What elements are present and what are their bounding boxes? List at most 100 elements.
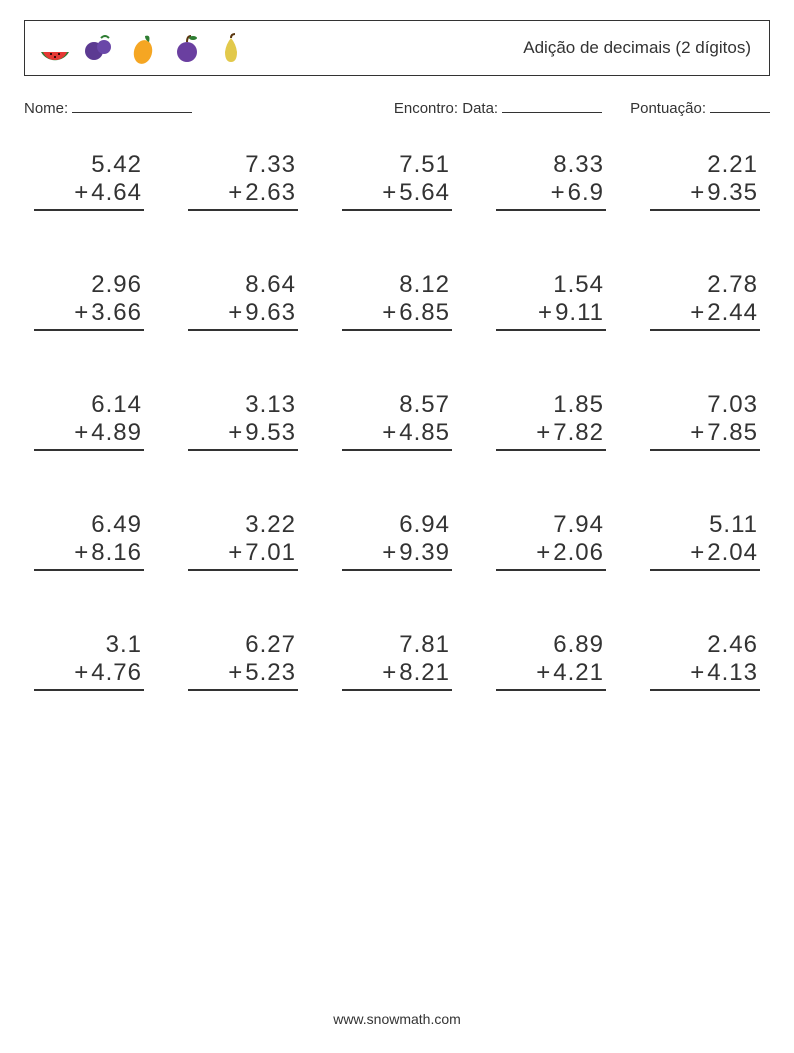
addend-bottom: +4.21 xyxy=(496,659,606,691)
pear-icon xyxy=(213,30,249,66)
addend-top: 7.51 xyxy=(399,151,452,179)
mango-icon xyxy=(125,30,161,66)
operator: + xyxy=(690,659,707,686)
operator: + xyxy=(690,179,707,206)
operator: + xyxy=(74,179,91,206)
problem-23: 7.81+8.21 xyxy=(342,631,452,691)
problem-25: 2.46+4.13 xyxy=(650,631,760,691)
addend-top: 3.22 xyxy=(245,511,298,539)
problem-16: 6.49+8.16 xyxy=(34,511,144,571)
addend-bottom: +2.06 xyxy=(496,539,606,571)
addend-bottom: +7.82 xyxy=(496,419,606,451)
operator: + xyxy=(382,299,399,326)
fruit-row xyxy=(37,30,249,66)
addend-top: 6.27 xyxy=(245,631,298,659)
addend-top: 6.89 xyxy=(553,631,606,659)
operator: + xyxy=(228,659,245,686)
operator: + xyxy=(536,419,553,446)
problem-15: 7.03+7.85 xyxy=(650,391,760,451)
problem-11: 6.14+4.89 xyxy=(34,391,144,451)
operator: + xyxy=(74,299,91,326)
addend-top: 2.46 xyxy=(707,631,760,659)
operator: + xyxy=(228,299,245,326)
operator: + xyxy=(382,659,399,686)
problem-24: 6.89+4.21 xyxy=(496,631,606,691)
addend-top: 7.94 xyxy=(553,511,606,539)
addend-bottom: +9.53 xyxy=(188,419,298,451)
addend-bottom: +4.89 xyxy=(34,419,144,451)
addend-top: 8.64 xyxy=(245,271,298,299)
addend-top: 1.54 xyxy=(553,271,606,299)
problem-2: 7.33+2.63 xyxy=(188,151,298,211)
problem-3: 7.51+5.64 xyxy=(342,151,452,211)
operator: + xyxy=(228,539,245,566)
problem-20: 5.11+2.04 xyxy=(650,511,760,571)
blueberries-icon xyxy=(81,30,117,66)
addend-bottom: +7.01 xyxy=(188,539,298,571)
operator: + xyxy=(74,419,91,446)
encounter-blank[interactable] xyxy=(502,98,602,113)
operator: + xyxy=(382,539,399,566)
addend-top: 8.33 xyxy=(553,151,606,179)
operator: + xyxy=(690,419,707,446)
addend-bottom: +9.63 xyxy=(188,299,298,331)
addend-bottom: +8.21 xyxy=(342,659,452,691)
addend-bottom: +4.76 xyxy=(34,659,144,691)
name-blank[interactable] xyxy=(72,98,192,113)
operator: + xyxy=(74,659,91,686)
operator: + xyxy=(228,419,245,446)
meta-row: Nome: Encontro: Data: Pontuação: xyxy=(24,98,770,117)
addend-top: 5.11 xyxy=(709,511,760,539)
addend-top: 2.21 xyxy=(707,151,760,179)
addend-top: 7.33 xyxy=(245,151,298,179)
header-box: Adição de decimais (2 dígitos) xyxy=(24,20,770,76)
addend-top: 8.12 xyxy=(399,271,452,299)
addend-top: 2.96 xyxy=(91,271,144,299)
operator: + xyxy=(538,299,555,326)
addend-top: 8.57 xyxy=(399,391,452,419)
problem-22: 6.27+5.23 xyxy=(188,631,298,691)
addend-bottom: +5.64 xyxy=(342,179,452,211)
addend-bottom: +8.16 xyxy=(34,539,144,571)
addend-top: 5.42 xyxy=(91,151,144,179)
addend-bottom: +9.39 xyxy=(342,539,452,571)
addend-bottom: +5.23 xyxy=(188,659,298,691)
operator: + xyxy=(228,179,245,206)
operator: + xyxy=(382,179,399,206)
addend-bottom: +9.11 xyxy=(496,299,606,331)
problem-7: 8.64+9.63 xyxy=(188,271,298,331)
addend-bottom: +6.85 xyxy=(342,299,452,331)
addend-bottom: +9.35 xyxy=(650,179,760,211)
problem-12: 3.13+9.53 xyxy=(188,391,298,451)
problem-1: 5.42+4.64 xyxy=(34,151,144,211)
watermelon-icon xyxy=(37,30,73,66)
addend-top: 7.81 xyxy=(399,631,452,659)
operator: + xyxy=(690,299,707,326)
problem-8: 8.12+6.85 xyxy=(342,271,452,331)
addend-top: 3.13 xyxy=(245,391,298,419)
addend-bottom: +4.64 xyxy=(34,179,144,211)
score-blank[interactable] xyxy=(710,98,770,113)
problems-grid: 5.42+4.647.33+2.637.51+5.648.33+6.92.21+… xyxy=(24,151,770,691)
addend-top: 6.49 xyxy=(91,511,144,539)
problem-4: 8.33+6.9 xyxy=(496,151,606,211)
name-label: Nome: xyxy=(24,100,68,117)
problem-18: 6.94+9.39 xyxy=(342,511,452,571)
score-label: Pontuação: xyxy=(630,100,706,117)
addend-bottom: +2.04 xyxy=(650,539,760,571)
addend-top: 2.78 xyxy=(707,271,760,299)
addend-top: 3.1 xyxy=(106,631,144,659)
operator: + xyxy=(74,539,91,566)
worksheet-title: Adição de decimais (2 dígitos) xyxy=(523,38,757,58)
addend-top: 6.14 xyxy=(91,391,144,419)
problem-19: 7.94+2.06 xyxy=(496,511,606,571)
name-field: Nome: xyxy=(24,98,192,117)
addend-bottom: +3.66 xyxy=(34,299,144,331)
footer-link[interactable]: www.snowmath.com xyxy=(0,1011,794,1027)
problem-10: 2.78+2.44 xyxy=(650,271,760,331)
addend-bottom: +4.13 xyxy=(650,659,760,691)
operator: + xyxy=(536,659,553,686)
operator: + xyxy=(690,539,707,566)
problem-21: 3.1+4.76 xyxy=(34,631,144,691)
score-field: Pontuação: xyxy=(630,98,770,117)
